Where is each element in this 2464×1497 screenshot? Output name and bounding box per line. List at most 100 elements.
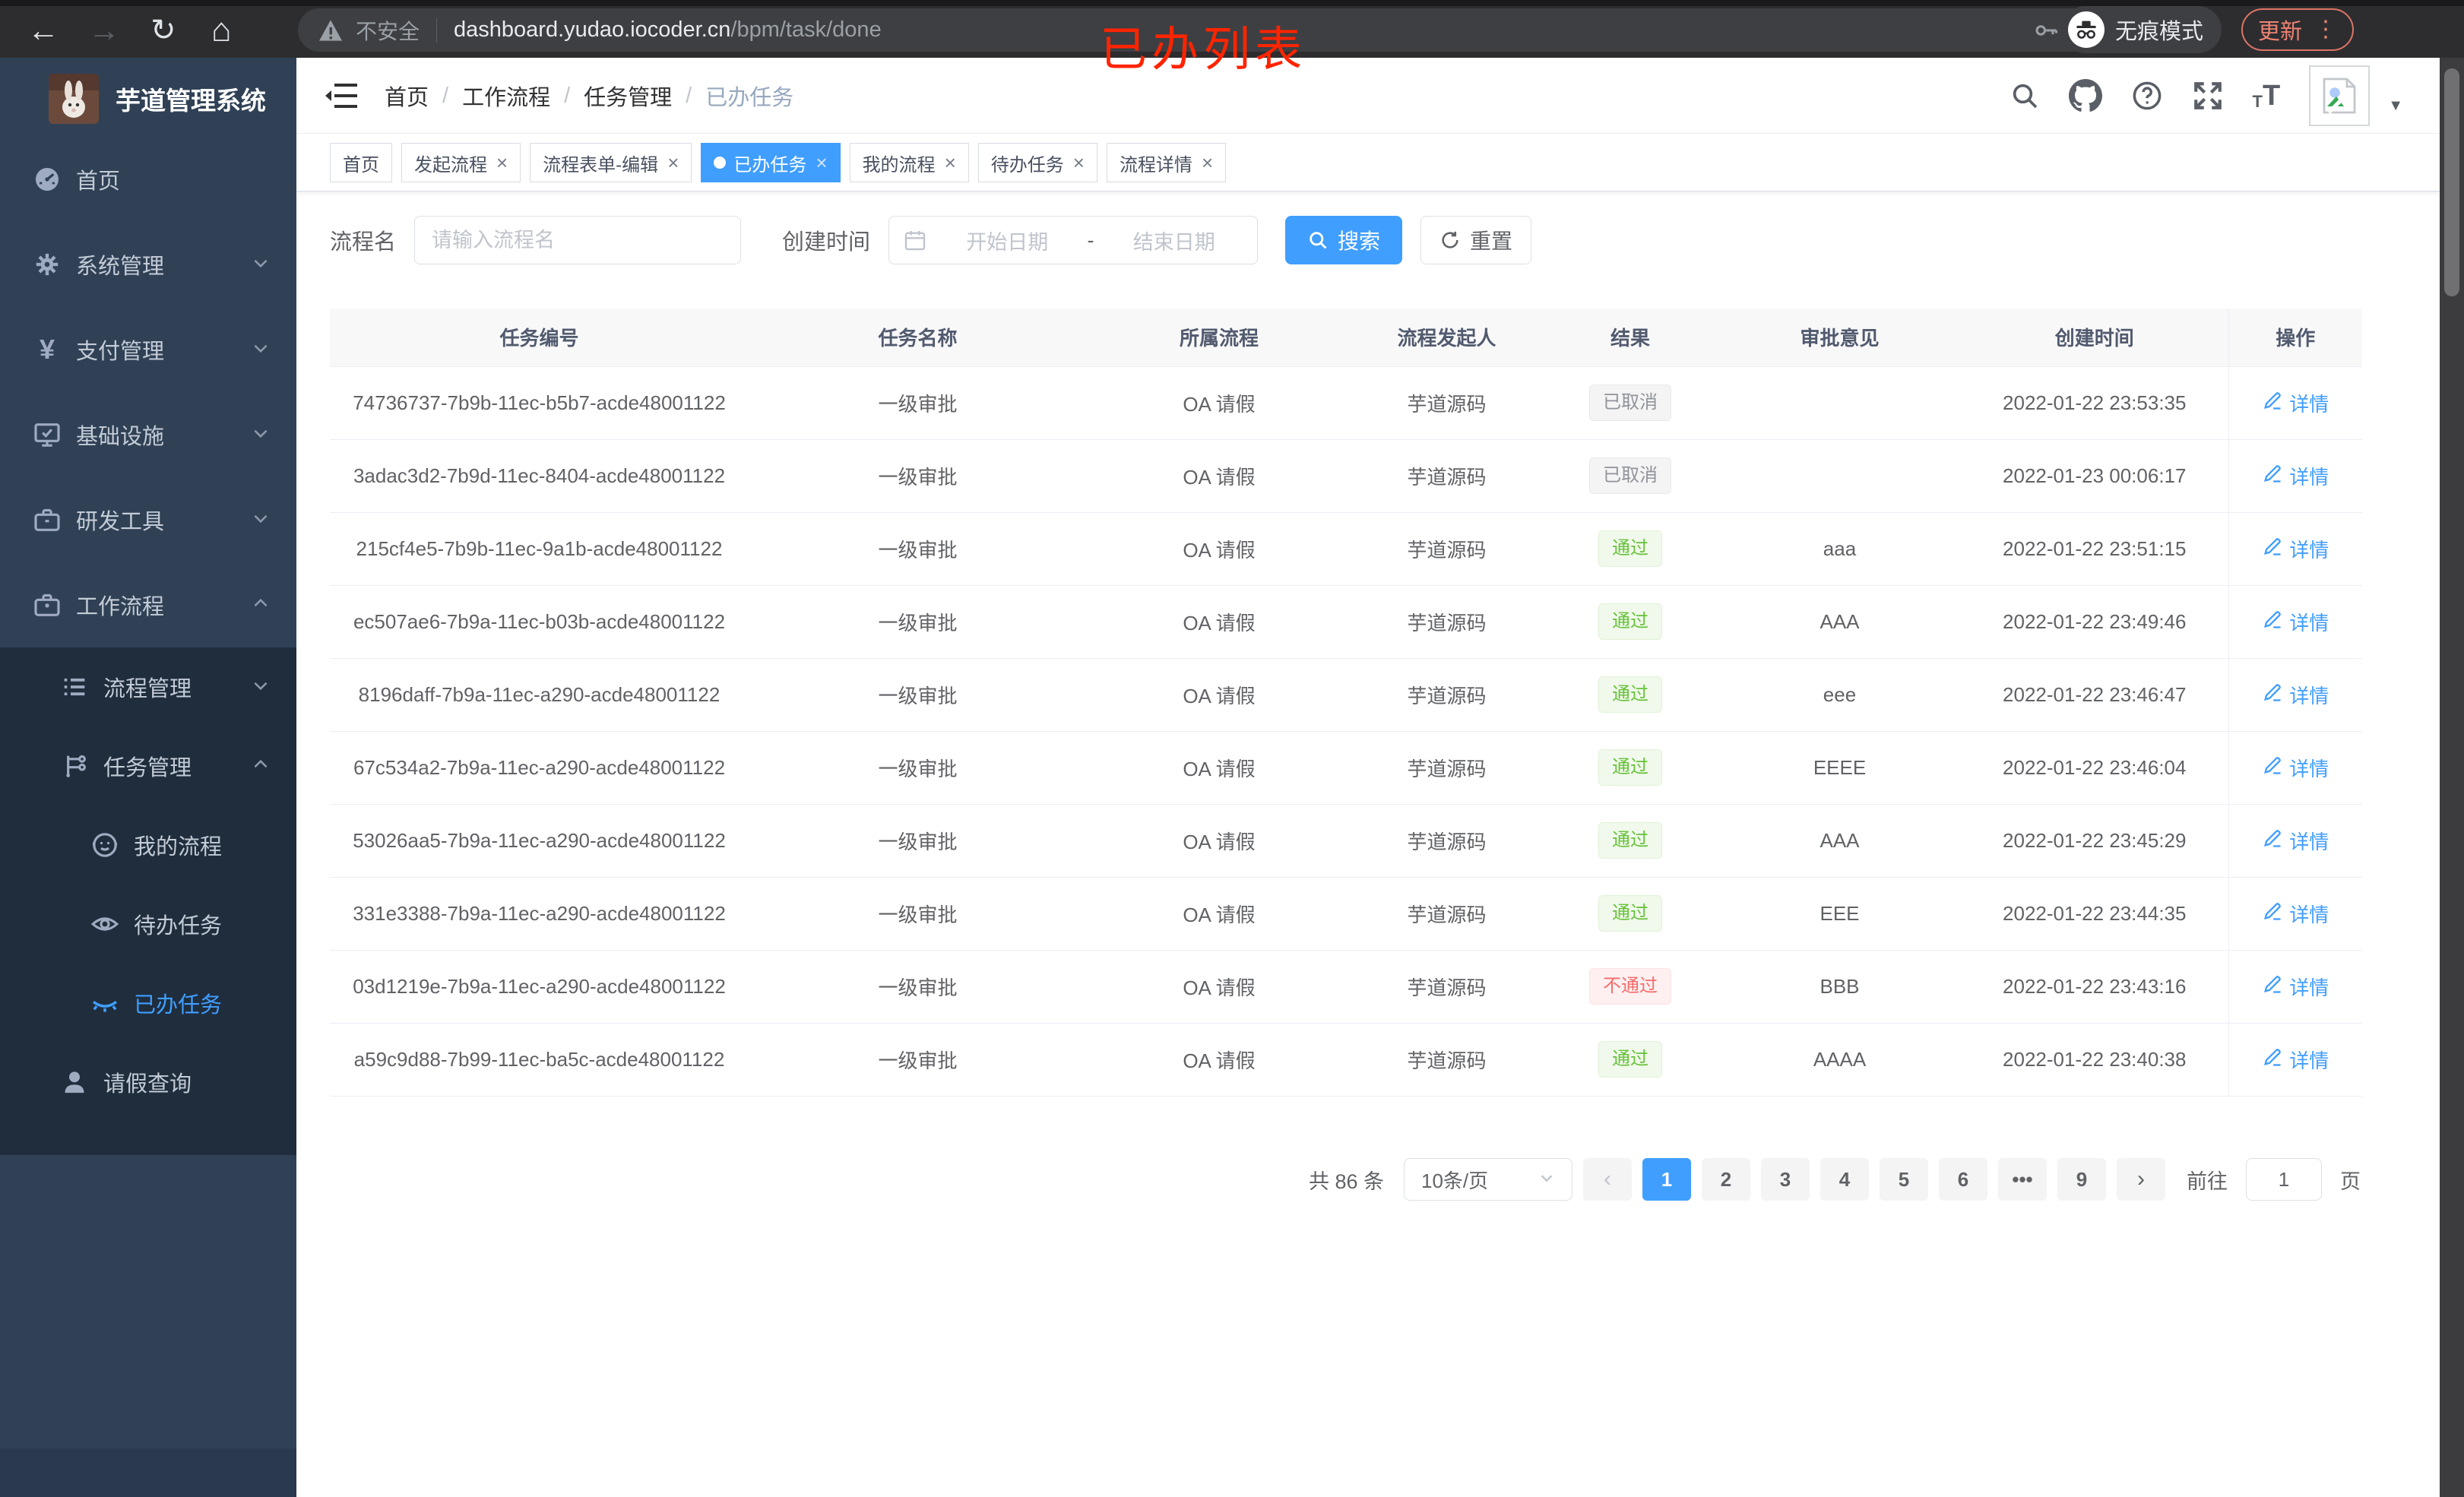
page-url[interactable]: dashboard.yudao.iocoder.cn/bpm/task/done bbox=[454, 17, 882, 42]
sidebar-item-devtools[interactable]: 研发工具 bbox=[0, 477, 296, 562]
page-button-3[interactable]: 3 bbox=[1761, 1158, 1810, 1201]
annotation-overlay-title: 已办列表 bbox=[1100, 24, 1307, 76]
calendar-icon bbox=[904, 231, 926, 251]
page-buttons: 1 2 3 4 5 6 ••• 9 bbox=[1642, 1158, 2106, 1201]
table-row: 215cf4e5-7b9b-11ec-9a1b-acde48001122 一级审批… bbox=[330, 512, 2362, 586]
sidebar-collapse-bar[interactable] bbox=[0, 1448, 296, 1497]
cell-process: OA 请假 bbox=[1087, 439, 1351, 513]
page-button-1[interactable]: 1 bbox=[1642, 1158, 1691, 1201]
tab-my-process[interactable]: 我的流程 × bbox=[849, 143, 969, 182]
prev-page-button[interactable]: ‹ bbox=[1583, 1158, 1632, 1201]
tab-process-detail[interactable]: 流程详情 × bbox=[1106, 143, 1227, 182]
pages-ellipsis[interactable]: ••• bbox=[1998, 1158, 2047, 1201]
scrollbar-thumb[interactable] bbox=[2444, 68, 2459, 296]
browser-update-button[interactable]: 更新 ⋮ bbox=[2241, 8, 2354, 51]
cell-opinion: eee bbox=[1718, 658, 1961, 732]
breadcrumb-item[interactable]: 首页 bbox=[385, 86, 429, 110]
search-button[interactable]: 搜索 bbox=[1285, 216, 1403, 264]
tab-close-icon[interactable]: × bbox=[667, 151, 679, 174]
goto-suffix: 页 bbox=[2340, 1169, 2361, 1193]
sidebar-item-todo-tasks[interactable]: 待办任务 bbox=[0, 885, 296, 964]
goto-page-input[interactable] bbox=[2246, 1158, 2322, 1201]
security-label[interactable]: 不安全 bbox=[356, 19, 420, 43]
column-header: 任务名称 bbox=[749, 309, 1087, 367]
detail-link[interactable]: 详情 bbox=[2262, 1046, 2329, 1074]
process-name-input[interactable] bbox=[414, 216, 742, 264]
tab-close-icon[interactable]: × bbox=[1072, 151, 1085, 174]
browser-back-icon[interactable]: ← bbox=[27, 12, 59, 48]
detail-link[interactable]: 详情 bbox=[2262, 827, 2329, 855]
browser-home-icon[interactable]: ⌂ bbox=[211, 11, 232, 49]
process-name-label: 流程名 bbox=[330, 230, 397, 255]
tab-todo-tasks[interactable]: 待办任务 × bbox=[977, 143, 1097, 182]
browser-reload-icon[interactable]: ↻ bbox=[150, 14, 176, 47]
tab-close-icon[interactable]: × bbox=[496, 151, 508, 174]
reset-button[interactable]: 重置 bbox=[1420, 216, 1532, 264]
search-icon[interactable] bbox=[2010, 81, 2040, 111]
page-button-5[interactable]: 5 bbox=[1880, 1158, 1928, 1201]
table-row: ec507ae6-7b9a-11ec-b03b-acde48001122 一级审批… bbox=[330, 585, 2362, 659]
detail-link[interactable]: 详情 bbox=[2262, 681, 2329, 709]
detail-link[interactable]: 详情 bbox=[2262, 973, 2329, 1001]
cell-result: 通过 bbox=[1542, 731, 1718, 805]
chevron-down-icon bbox=[251, 508, 271, 532]
detail-link[interactable]: 详情 bbox=[2262, 535, 2329, 563]
sidebar-item-workflow[interactable]: 工作流程 bbox=[0, 562, 296, 647]
sidebar-item-system[interactable]: 系统管理 bbox=[0, 222, 296, 307]
table-row: 3adac3d2-7b9d-11ec-8404-acde48001122 一级审批… bbox=[330, 439, 2362, 513]
avatar-caret-icon[interactable]: ▼ bbox=[2388, 97, 2403, 114]
sidebar-collapse-icon[interactable] bbox=[324, 79, 360, 112]
sidebar-item-done-tasks[interactable]: 已办任务 bbox=[0, 964, 296, 1043]
browser-menu-icon[interactable]: ⋮ bbox=[2314, 17, 2337, 42]
detail-link[interactable]: 详情 bbox=[2262, 608, 2329, 636]
date-range-picker[interactable]: 开始日期 - 结束日期 bbox=[888, 216, 1259, 264]
sidebar-item-my-process[interactable]: 我的流程 bbox=[0, 805, 296, 885]
tab-home[interactable]: 首页 bbox=[330, 143, 392, 182]
detail-link[interactable]: 详情 bbox=[2262, 462, 2329, 490]
detail-link[interactable]: 详情 bbox=[2262, 389, 2329, 417]
cell-task-id: 215cf4e5-7b9b-11ec-9a1b-acde48001122 bbox=[330, 512, 749, 586]
yen-icon: ¥ bbox=[39, 334, 55, 365]
cell-starter: 芋道源码 bbox=[1351, 439, 1542, 513]
avatar[interactable] bbox=[2309, 65, 2371, 126]
edit-pencil-icon bbox=[2262, 1046, 2283, 1073]
cell-task-id: 331e3388-7b9a-11ec-a290-acde48001122 bbox=[330, 877, 749, 951]
help-icon[interactable] bbox=[2131, 80, 2163, 112]
page-size-select[interactable]: 10条/页 bbox=[1404, 1158, 1572, 1201]
github-icon[interactable] bbox=[2068, 79, 2102, 112]
browser-forward-icon[interactable]: → bbox=[88, 12, 120, 48]
tab-close-icon[interactable]: × bbox=[816, 151, 828, 174]
tab-start-process[interactable]: 发起流程 × bbox=[401, 143, 521, 182]
page-button-4[interactable]: 4 bbox=[1820, 1158, 1869, 1201]
sidebar-item-task-mgmt[interactable]: 任务管理 bbox=[0, 726, 296, 805]
sidebar-item-infra[interactable]: 基础设施 bbox=[0, 392, 296, 477]
start-date-placeholder[interactable]: 开始日期 bbox=[966, 230, 1049, 254]
sidebar-item-process-mgmt[interactable]: 流程管理 bbox=[0, 647, 296, 726]
tab-done-tasks[interactable]: 已办任务 × bbox=[701, 143, 841, 182]
sidebar-item-home[interactable]: 首页 bbox=[0, 137, 296, 222]
list-icon bbox=[58, 670, 91, 704]
next-page-button[interactable]: › bbox=[2117, 1158, 2165, 1201]
sidebar-item-leave-query[interactable]: 请假查询 bbox=[0, 1043, 296, 1122]
sidebar-item-payment[interactable]: ¥ 支付管理 bbox=[0, 307, 296, 392]
detail-link[interactable]: 详情 bbox=[2262, 900, 2329, 928]
end-date-placeholder[interactable]: 结束日期 bbox=[1132, 230, 1215, 254]
table-row: 331e3388-7b9a-11ec-a290-acde48001122 一级审批… bbox=[330, 877, 2362, 951]
page-button-6[interactable]: 6 bbox=[1939, 1158, 1987, 1201]
tab-form-edit[interactable]: 流程表单-编辑 × bbox=[530, 143, 692, 182]
page-button-2[interactable]: 2 bbox=[1702, 1158, 1750, 1201]
page-scrollbar[interactable] bbox=[2440, 58, 2464, 1497]
detail-link[interactable]: 详情 bbox=[2262, 754, 2329, 782]
app-logo-row[interactable]: 芋道管理系统 bbox=[0, 58, 296, 137]
breadcrumb-item[interactable]: 工作流程 bbox=[462, 86, 551, 110]
tab-close-icon[interactable]: × bbox=[944, 151, 956, 174]
tab-close-icon[interactable]: × bbox=[1201, 151, 1214, 174]
page-button-9[interactable]: 9 bbox=[2057, 1158, 2106, 1201]
cell-task-id: a59c9d88-7b99-11ec-ba5c-acde48001122 bbox=[330, 1023, 749, 1097]
address-bar[interactable]: 不安全 dashboard.yudao.iocoder.cn/bpm/task/… bbox=[298, 8, 2131, 52]
breadcrumb-item[interactable]: 任务管理 bbox=[584, 86, 673, 110]
key-icon[interactable] bbox=[2032, 17, 2060, 44]
fullscreen-icon[interactable] bbox=[2192, 80, 2224, 112]
